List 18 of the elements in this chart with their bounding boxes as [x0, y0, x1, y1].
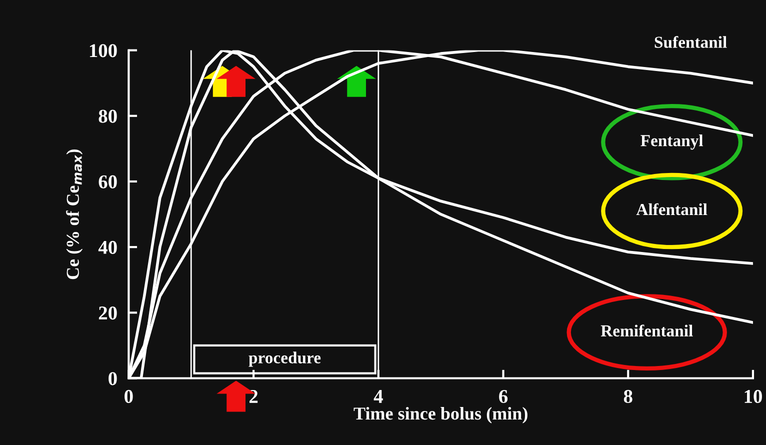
- series-label: Sufentanil: [654, 36, 727, 48]
- y-tick-label: 100: [90, 44, 117, 58]
- y-axis-title: Ce (% of Ce$_{max}$): [66, 149, 83, 280]
- y-tick-label: 20: [98, 306, 117, 320]
- series-label: Fentanyl: [640, 134, 704, 150]
- annotation: procedure: [248, 352, 321, 367]
- x-tick-label: 6: [499, 390, 508, 404]
- y-tick-label: 80: [98, 110, 117, 123]
- text: Alfentanil: [636, 203, 708, 216]
- series-label: Remifentanil: [600, 324, 693, 337]
- y-tick-label: 60: [98, 175, 117, 188]
- x-tick-label: 8: [624, 390, 632, 404]
- y-tick-label: 40: [98, 240, 117, 254]
- x-axis-title: Time since bolus (min): [354, 406, 528, 424]
- x-tick-label: 10: [744, 390, 762, 404]
- y-tick-label: 0: [108, 372, 117, 386]
- x-tick-label: 0: [124, 390, 133, 404]
- x-tick-label: 4: [374, 390, 383, 403]
